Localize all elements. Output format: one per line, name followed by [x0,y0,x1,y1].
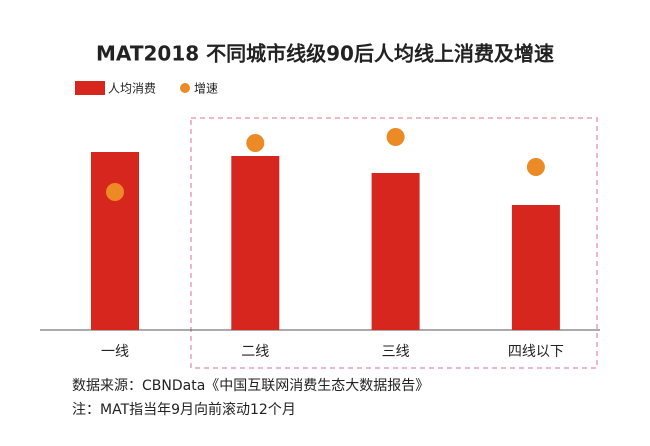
bar [511,205,560,330]
bar [371,173,420,330]
growth-dot [386,128,405,146]
bar [231,156,280,330]
x-tick-label: 二线 [241,344,269,360]
footnote: 注：MAT指当年9月向前滚动12个月 [72,401,296,418]
x-tick-label: 一线 [101,344,129,360]
legend-label: 人均消费 [108,82,156,96]
growth-dot [106,183,124,201]
legend-swatch [180,83,190,93]
bar [91,152,139,330]
source-note: 数据来源：CBNData《中国互联网消费生态大数据报告》 [72,378,429,394]
x-tick-label: 三线 [382,344,410,360]
legend-swatch [75,81,105,95]
chart-title: MAT2018 不同城市线级90后人均线上消费及增速 [96,42,554,66]
growth-dot [526,158,545,176]
highlight-box [190,117,598,369]
x-tick-label: 四线以下 [508,344,564,360]
legend-label: 增速 [194,82,218,96]
growth-dot [246,134,265,152]
